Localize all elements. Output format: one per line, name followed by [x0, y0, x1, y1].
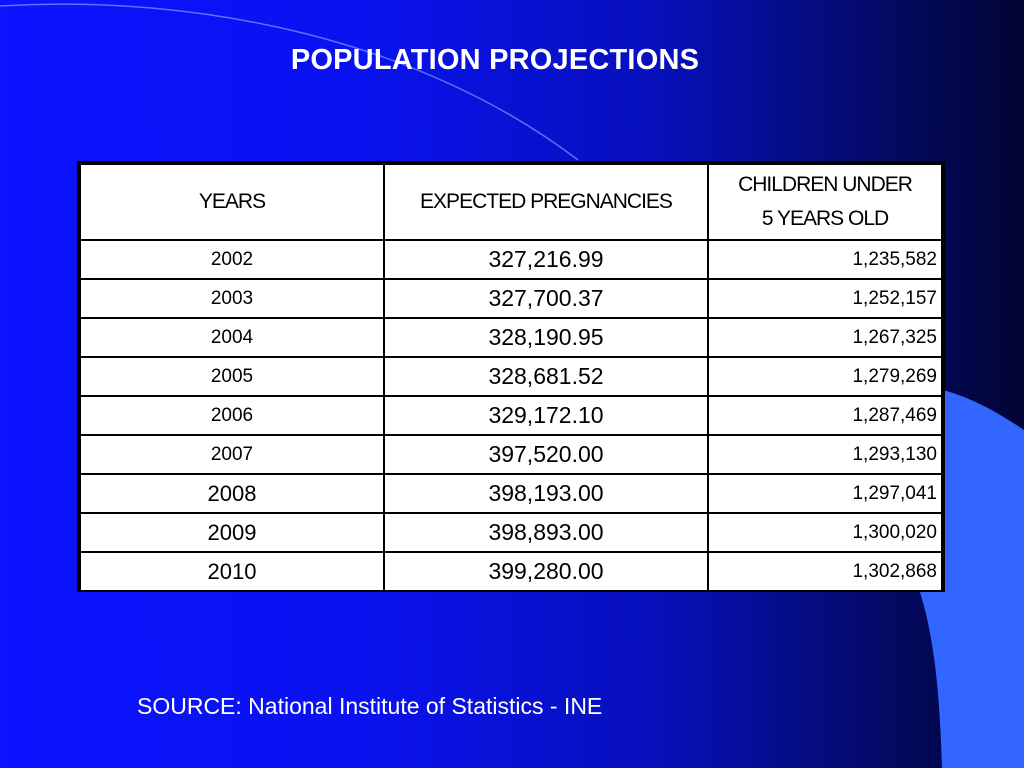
cell-pregnancies: 399,280.00 — [383, 551, 709, 592]
table-row: 2006 329,172.10 1,287,469 — [79, 395, 943, 436]
cell-year: 2006 — [79, 395, 385, 436]
header-expected-pregnancies: EXPECTED PREGNANCIES — [383, 163, 709, 241]
cell-pregnancies: 328,190.95 — [383, 317, 709, 358]
cell-year: 2009 — [79, 512, 385, 553]
cell-children: 1,293,130 — [707, 434, 943, 475]
table-row: 2002 327,216.99 1,235,582 — [79, 239, 943, 280]
source-note: SOURCE: National Institute of Statistics… — [137, 693, 603, 719]
cell-children: 1,300,020 — [707, 512, 943, 553]
cell-children: 1,235,582 — [707, 239, 943, 280]
cell-pregnancies: 327,216.99 — [383, 239, 709, 280]
cell-year: 2008 — [79, 473, 385, 514]
table-row: 2004 328,190.95 1,267,325 — [79, 317, 943, 358]
cell-children: 1,279,269 — [707, 356, 943, 397]
page-title: POPULATION PROJECTIONS — [290, 44, 700, 76]
cell-year: 2010 — [79, 551, 385, 592]
header-children-under-5: CHILDREN UNDER 5 YEARS OLD — [707, 163, 943, 241]
cell-pregnancies: 328,681.52 — [383, 356, 709, 397]
cell-pregnancies: 329,172.10 — [383, 395, 709, 436]
cell-pregnancies: 398,893.00 — [383, 512, 709, 553]
cell-pregnancies: 398,193.00 — [383, 473, 709, 514]
table-row: 2005 328,681.52 1,279,269 — [79, 356, 943, 397]
cell-children: 1,267,325 — [707, 317, 943, 358]
cell-year: 2007 — [79, 434, 385, 475]
table-header-row: YEARS EXPECTED PREGNANCIES CHILDREN UNDE… — [79, 163, 943, 241]
header-years: YEARS — [79, 163, 385, 241]
table-row: 2008 398,193.00 1,297,041 — [79, 473, 943, 514]
cell-year: 2003 — [79, 278, 385, 319]
cell-children: 1,252,157 — [707, 278, 943, 319]
cell-children: 1,302,868 — [707, 551, 943, 592]
header-children-line1: CHILDREN UNDER — [738, 173, 913, 196]
header-children-line2: 5 YEARS OLD — [761, 207, 889, 230]
table-row: 2003 327,700.37 1,252,157 — [79, 278, 943, 319]
table-row: 2010 399,280.00 1,302,868 — [79, 551, 943, 592]
table-row: 2009 398,893.00 1,300,020 — [79, 512, 943, 553]
cell-pregnancies: 327,700.37 — [383, 278, 709, 319]
projections-table: YEARS EXPECTED PREGNANCIES CHILDREN UNDE… — [77, 161, 945, 592]
cell-children: 1,287,469 — [707, 395, 943, 436]
table-row: 2007 397,520.00 1,293,130 — [79, 434, 943, 475]
cell-year: 2005 — [79, 356, 385, 397]
cell-pregnancies: 397,520.00 — [383, 434, 709, 475]
cell-year: 2004 — [79, 317, 385, 358]
cell-children: 1,297,041 — [707, 473, 943, 514]
cell-year: 2002 — [79, 239, 385, 280]
